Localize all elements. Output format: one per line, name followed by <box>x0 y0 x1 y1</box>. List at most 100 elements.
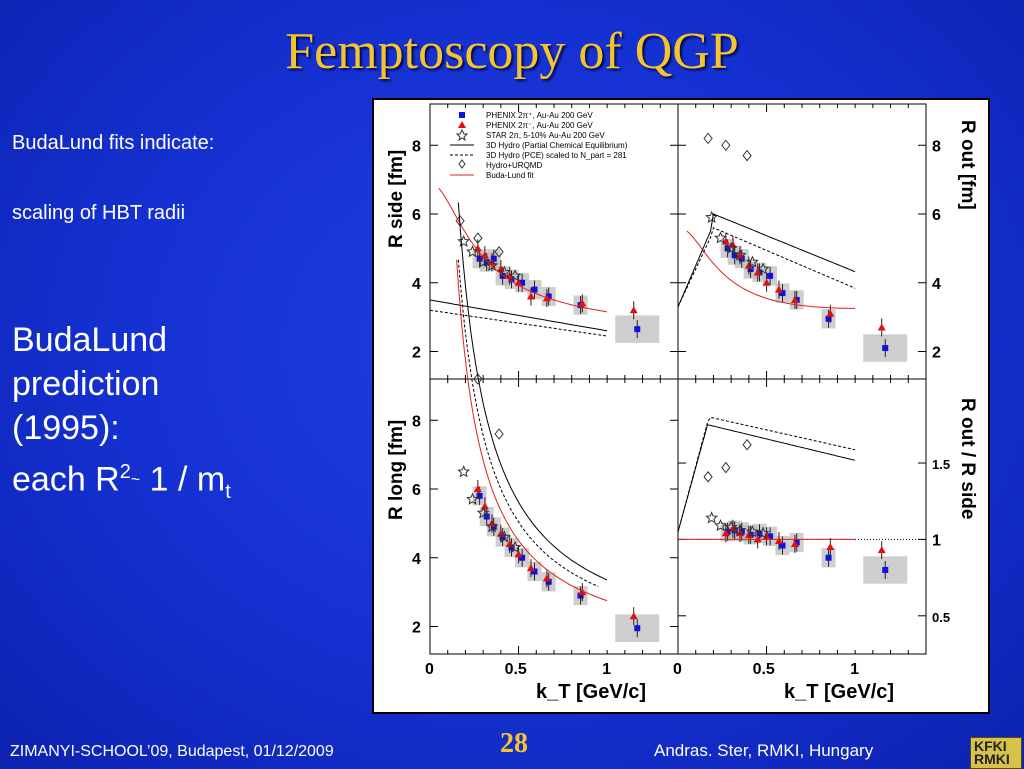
phenix-neg-point <box>762 532 771 540</box>
y-tick-label: 0.5 <box>932 610 950 625</box>
phenix-pos-point <box>634 625 641 632</box>
star-point <box>714 231 727 244</box>
hydro-curve <box>429 299 608 332</box>
hydro-urqmd-point <box>721 461 731 474</box>
hydro-urqmd-point <box>473 373 483 385</box>
phenix-neg-point <box>526 292 535 300</box>
phenix-neg-point <box>578 588 587 596</box>
phenix-neg-point <box>877 546 886 554</box>
star-point <box>733 523 747 536</box>
intro-text: BudaLund fits indicate: <box>12 132 215 154</box>
legend-marker-star <box>455 128 469 142</box>
hbt-radii-figure: 2 4 6 8 2 4 6 8 2 4 6 8 0 0.5 1 0.5 1 1.5 0 0.5 1 R side [fm]… <box>372 98 990 714</box>
star-point <box>745 525 759 538</box>
phenix-neg-point <box>762 278 771 286</box>
phenix-neg-point <box>774 536 783 544</box>
y-tick-label: 4 <box>932 276 941 293</box>
star-point <box>485 258 499 272</box>
phenix-pos-point <box>499 534 506 541</box>
phenix-pos-point <box>767 272 774 279</box>
formula-rhs: 1 / m <box>140 460 226 499</box>
scaling-text: scaling of HBT radii <box>12 202 186 224</box>
phenix-neg-point <box>826 309 835 317</box>
hydro-urqmd-point <box>721 139 731 152</box>
phenix-pos-point <box>531 286 538 293</box>
phenix-neg-point <box>629 612 638 620</box>
star-point <box>705 511 719 524</box>
prediction-line-3: (1995): <box>12 409 120 447</box>
legend-marker-urqmd <box>458 159 466 169</box>
legend-marker-pos <box>459 112 465 118</box>
phenix-pos-point <box>519 279 526 286</box>
y-tick-label: 4 <box>412 551 421 568</box>
phenix-neg-point <box>526 564 535 572</box>
y-tick-label: 2 <box>932 345 941 362</box>
y-tick-label: 2 <box>412 620 421 637</box>
y-tick-label: 6 <box>412 207 421 224</box>
phenix-pos-point <box>545 578 552 585</box>
hydro-urqmd-point <box>742 438 752 451</box>
star-point <box>756 262 770 275</box>
legend-label: Hydro+URQMD <box>486 161 542 170</box>
y-tick-label: 2 <box>412 345 421 362</box>
star-point <box>466 492 479 505</box>
phenix-pos-point <box>882 345 889 352</box>
footer-author: Andras. Ster, RMKI, Hungary <box>654 741 874 760</box>
formula-r: each R <box>12 460 120 499</box>
x-tick-label: 0.5 <box>505 661 527 678</box>
star-point <box>497 530 511 543</box>
phenix-neg-point <box>877 323 886 331</box>
phenix-pos-point <box>825 315 832 322</box>
phenix-pos-point <box>779 290 786 297</box>
star-point <box>724 241 738 254</box>
phenix-neg-point <box>790 540 799 547</box>
hydro-urqmd-point <box>494 246 504 258</box>
prediction-line-2: prediction <box>12 365 160 403</box>
formula-exp: 2 <box>119 461 131 483</box>
star-point <box>508 269 522 282</box>
phenix-pos-point <box>519 554 526 561</box>
hbt-radii-svg: 2 4 6 8 2 4 6 8 2 4 6 8 0 0.5 1 0.5 1 1.5 0 0.5 1 R side [fm]… <box>386 103 978 703</box>
legend-marker-neg <box>458 121 466 128</box>
prediction-formula: each R2~ 1 / mt <box>12 450 357 514</box>
x-axis-label-right: k_T [GeV/c] <box>784 681 894 703</box>
phenix-neg-point <box>790 295 799 303</box>
x-tick-label: 1 <box>850 661 859 678</box>
hydro-pce-curve <box>677 416 856 532</box>
panel-frame <box>429 378 679 655</box>
legend-label: PHENIX 2π⁺, Au-Au 200 GeV <box>486 111 593 120</box>
phenix-neg-point <box>744 530 753 538</box>
hydro-urqmd-point <box>473 232 483 244</box>
y-tick-label: 6 <box>932 207 941 224</box>
phenix-pos-point <box>490 523 497 530</box>
phenix-pos-point <box>531 568 538 575</box>
buda-lund-fit-curve <box>438 187 608 313</box>
hydro-curve <box>677 424 856 532</box>
formula-sub: t <box>225 481 231 504</box>
star-point <box>457 234 471 247</box>
phenix-pos-point <box>490 255 497 262</box>
phenix-pos-point <box>767 533 774 540</box>
star-point <box>476 506 490 519</box>
prediction-block: BudaLund prediction (1995): each R2~ 1 /… <box>12 318 357 514</box>
phenix-pos-point <box>483 513 490 520</box>
legend-label: 3D Hydro (Partial Chemical Equilibrium) <box>486 141 628 150</box>
phenix-pos-point <box>738 528 745 535</box>
y-axis-label-long: R long [fm] <box>386 420 407 520</box>
y-tick-label: 8 <box>932 138 941 155</box>
kfki-rmki-logo: KFKI RMKI <box>970 737 1022 769</box>
phenix-neg-point <box>578 299 587 307</box>
x-tick-label: 1 <box>602 661 611 678</box>
phenix-neg-point <box>826 543 835 551</box>
legend-label: 3D Hydro (PCE) scaled to N_part = 281 <box>486 151 627 160</box>
x-axis-label-left: k_T [GeV/c] <box>536 681 646 703</box>
phenix-neg-point <box>774 285 783 293</box>
star-point <box>476 255 490 268</box>
y-tick-label: 6 <box>412 482 421 499</box>
phenix-pos-point <box>825 554 832 561</box>
y-tick-label: 8 <box>412 413 421 430</box>
y-tick-label: 1 <box>932 532 941 549</box>
phenix-pos-point <box>577 592 584 599</box>
legend-label: Buda-Lund fit <box>486 171 534 180</box>
star-point <box>756 526 770 539</box>
